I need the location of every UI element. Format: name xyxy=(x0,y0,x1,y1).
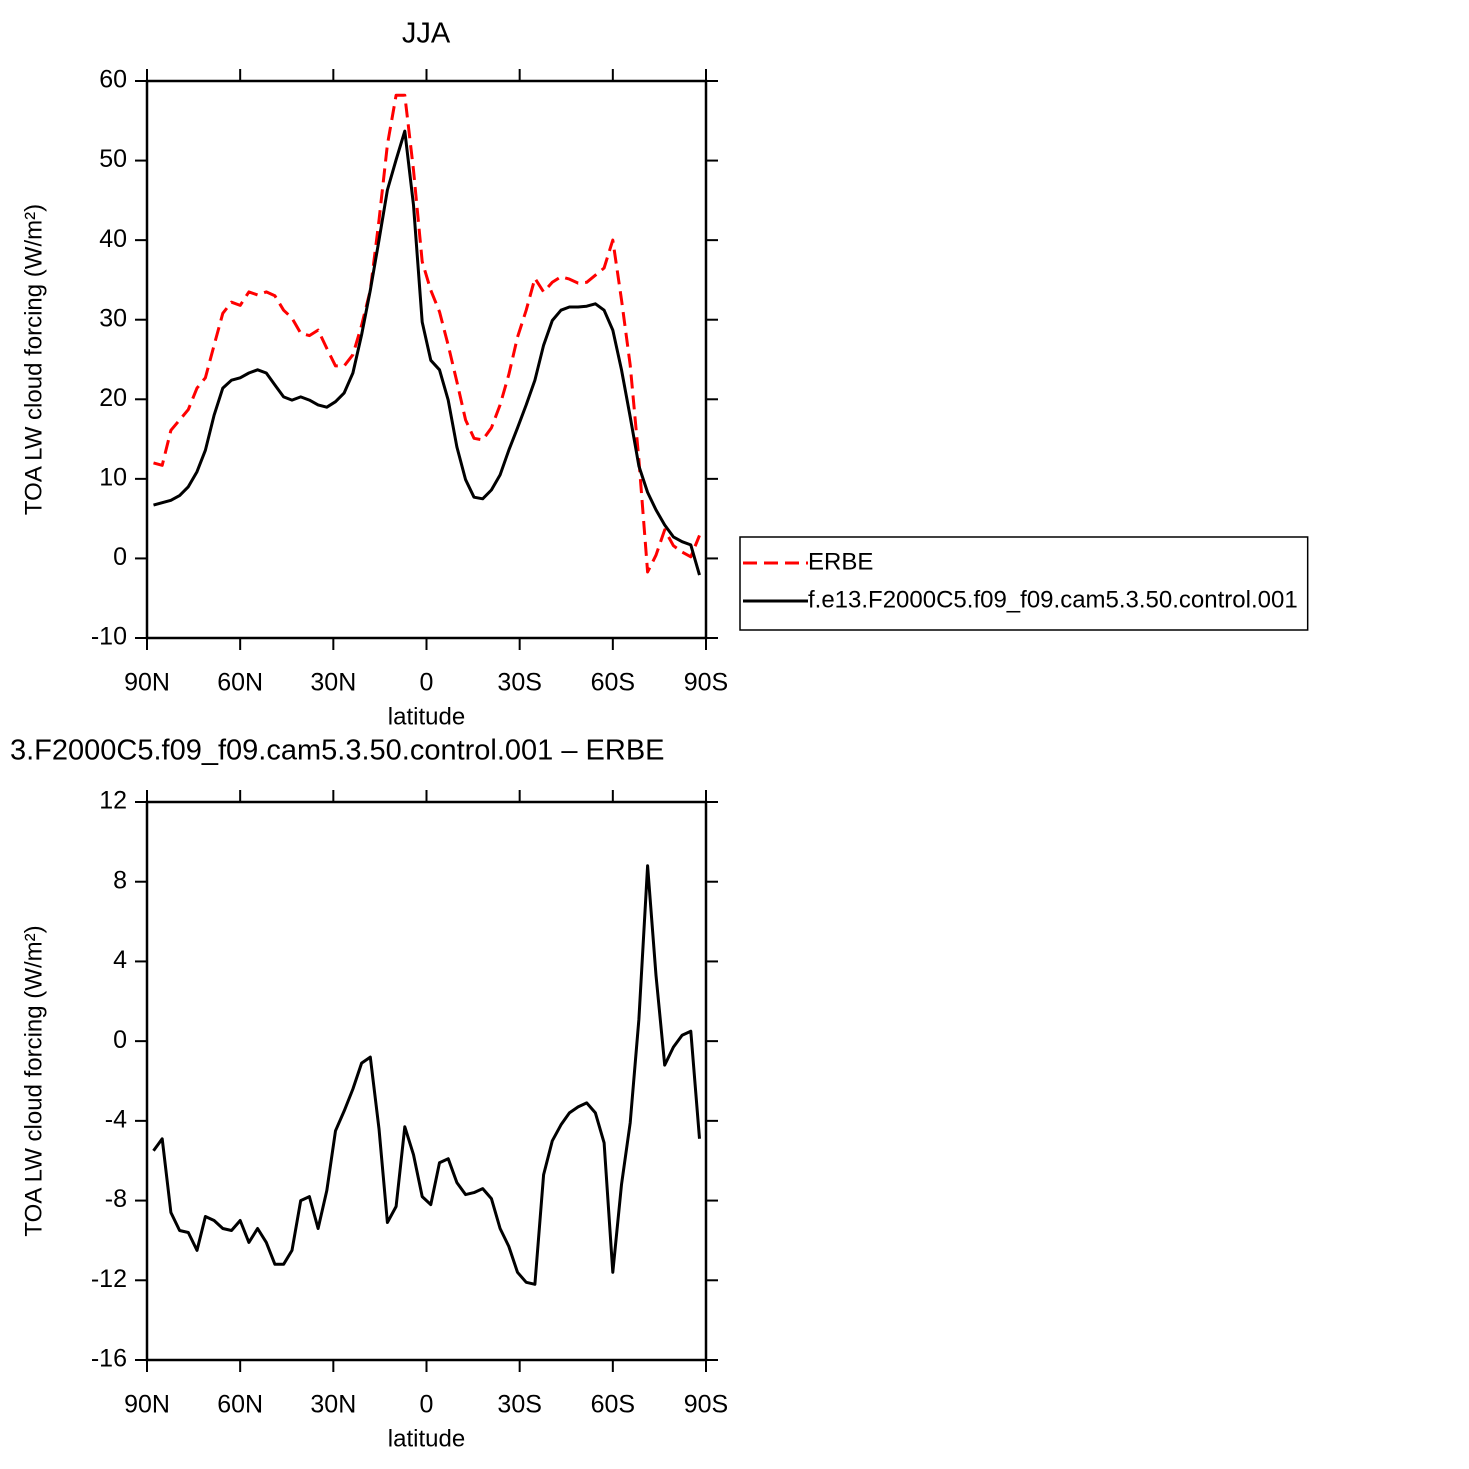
plot-frame xyxy=(145,79,708,640)
x-tick-label: 60N xyxy=(217,1391,263,1419)
y-tick-label: -8 xyxy=(105,1185,127,1213)
x-axis-label: latitude xyxy=(388,1425,465,1452)
x-tick-label: 30N xyxy=(310,1391,356,1419)
x-axis-label: latitude xyxy=(388,703,465,730)
y-tick-label: 60 xyxy=(99,66,127,94)
chart-title: JJA xyxy=(402,18,451,50)
y-tick-label: 8 xyxy=(113,866,127,894)
y-tick-label: 12 xyxy=(99,787,127,815)
chart-title: 3.F2000C5.f09_f09.cam5.3.50.control.001 … xyxy=(10,735,665,767)
legend-label: ERBE xyxy=(808,548,873,575)
plot-frame xyxy=(145,800,708,1362)
x-tick-label: 90S xyxy=(684,1391,728,1419)
data-line xyxy=(153,93,701,574)
data-line xyxy=(153,129,701,576)
y-axis-label: TOA LW cloud forcing (W/m²) xyxy=(20,204,47,515)
x-tick-label: 30N xyxy=(310,669,356,697)
x-tick-label: 90N xyxy=(124,1391,170,1419)
x-tick-label: 0 xyxy=(420,1391,434,1419)
x-tick-label: 90N xyxy=(124,669,170,697)
x-tick-label: 60S xyxy=(591,1391,635,1419)
y-tick-label: 0 xyxy=(113,1026,127,1054)
x-tick-label: 60N xyxy=(217,669,263,697)
y-tick-label: 50 xyxy=(99,145,127,173)
y-tick-label: 30 xyxy=(99,304,127,332)
x-tick-label: 90S xyxy=(684,669,728,697)
x-tick-label: 0 xyxy=(420,669,434,697)
y-tick-label: 0 xyxy=(113,543,127,571)
y-tick-label: -10 xyxy=(91,623,127,651)
y-tick-label: 40 xyxy=(99,225,127,253)
data-line xyxy=(152,864,701,1286)
y-axis-label: TOA LW cloud forcing (W/m²) xyxy=(20,925,47,1236)
x-tick-label: 30S xyxy=(497,669,541,697)
y-tick-label: 4 xyxy=(113,946,127,974)
y-tick-label: 20 xyxy=(99,384,127,412)
y-tick-label: -4 xyxy=(105,1105,127,1133)
legend-label: f.e13.F2000C5.f09_f09.cam5.3.50.control.… xyxy=(808,586,1298,613)
y-tick-label: 10 xyxy=(99,463,127,491)
x-tick-label: 60S xyxy=(591,669,635,697)
y-tick-label: -16 xyxy=(91,1345,127,1373)
x-tick-label: 30S xyxy=(497,1391,541,1419)
legend-box xyxy=(739,536,1309,631)
y-tick-label: -12 xyxy=(91,1265,127,1293)
